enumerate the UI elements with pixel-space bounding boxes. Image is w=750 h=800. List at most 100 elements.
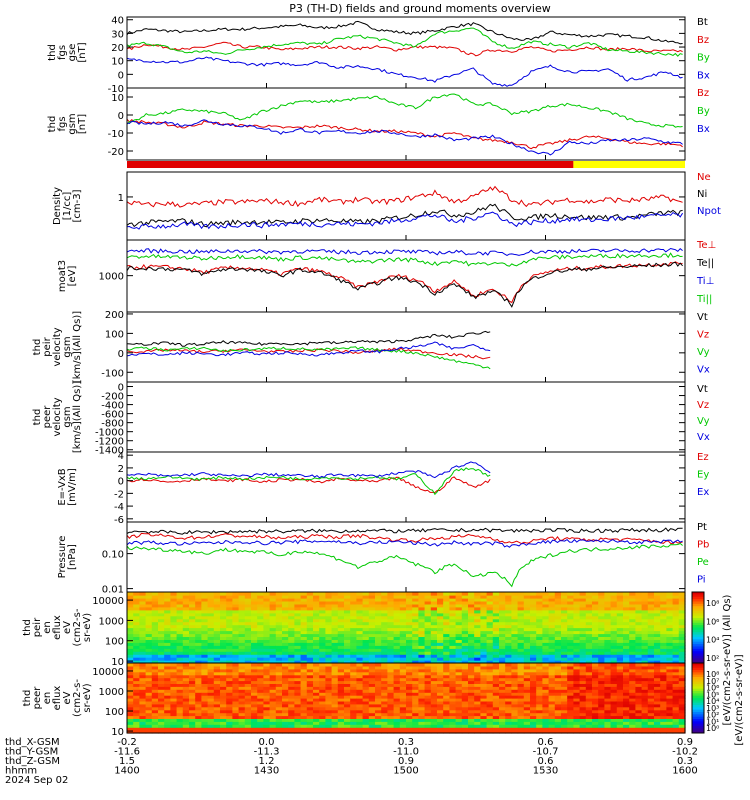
spectrogram-cell: [350, 609, 357, 614]
spectrogram-cell: [350, 683, 357, 687]
spectrogram-cell: [306, 633, 314, 637]
spectrogram-cell: [282, 698, 289, 702]
spectrogram-cell: [486, 680, 494, 684]
spectrogram-cell: [666, 609, 674, 614]
spectrogram-cell: [585, 683, 593, 687]
spectrogram-cell: [641, 592, 649, 596]
spectrogram-cell: [517, 660, 525, 664]
spectrogram-cell: [381, 663, 388, 667]
spectrogram-cell: [635, 615, 643, 620]
spectrogram-cell: [647, 657, 655, 661]
spectrogram-cell: [561, 700, 568, 705]
spectrogram-cell: [257, 692, 264, 696]
spectrogram-cell: [474, 706, 481, 711]
spectrogram-cell: [412, 680, 419, 684]
spectrogram-cell: [672, 654, 680, 658]
spectrogram-cell: [424, 730, 432, 734]
spectrogram-cell: [313, 695, 320, 699]
spectrogram-cell: [220, 609, 227, 614]
spectrogram-cell: [201, 651, 209, 655]
spectrogram-cell: [561, 648, 568, 652]
spectrogram-cell: [244, 595, 252, 599]
spectrogram-cell: [145, 692, 153, 696]
spectrogram-cell: [561, 639, 568, 643]
spectrogram-cell: [406, 597, 413, 602]
spectrogram-cell: [362, 689, 370, 693]
x-tick-label: -11.3: [254, 747, 280, 758]
spectrogram-cell: [325, 615, 333, 620]
spectrogram-cell: [325, 724, 333, 728]
panel-frame: [126, 16, 686, 89]
spectrogram-cell: [536, 674, 543, 679]
spectrogram-cell: [635, 633, 643, 637]
series-line-Te||: [126, 261, 683, 308]
spectrogram-cell: [344, 597, 351, 602]
spectrogram-cell: [616, 709, 624, 714]
spectrogram-cell: [288, 639, 295, 643]
spectrogram-cell: [300, 645, 308, 649]
legend-Vy: Vy: [697, 347, 710, 358]
spectrogram-cell: [654, 715, 661, 719]
spectrogram-cell: [220, 680, 227, 684]
spectrogram-cell: [629, 624, 636, 629]
spectrogram-cell: [213, 615, 221, 620]
spectrogram-cell: [375, 724, 382, 728]
spectrogram-cell: [375, 709, 382, 714]
spectrogram-cell: [232, 636, 240, 640]
spectrogram-cell: [561, 621, 568, 626]
spectrogram-cell: [207, 595, 215, 599]
spectrogram-cell: [170, 671, 178, 676]
spectrogram-cell: [139, 618, 147, 623]
spectrogram-cell: [598, 686, 605, 690]
spectrogram-cell: [592, 603, 599, 608]
spectrogram-cell: [647, 651, 655, 655]
spectrogram-cell: [480, 621, 488, 626]
spectrogram-cell: [313, 724, 320, 728]
spectrogram-cell: [561, 724, 568, 728]
spectrogram-cell: [294, 592, 302, 596]
spectrogram-cell: [164, 642, 171, 646]
spectrogram-cell: [567, 642, 574, 646]
spectrogram-cell: [244, 660, 252, 664]
spectrogram-cell: [480, 698, 488, 702]
spectrogram-cell: [195, 695, 202, 699]
spectrogram-cell: [561, 654, 568, 658]
spectrogram-cell: [275, 700, 283, 705]
spectrogram-cell: [635, 712, 643, 717]
spectrogram-cell: [678, 703, 686, 708]
spectrogram-cell: [294, 648, 302, 652]
spectrogram-cell: [362, 721, 370, 725]
spectrogram-cell: [511, 612, 519, 617]
spectrogram-cell: [505, 657, 512, 661]
spectrogram-cell: [201, 686, 209, 690]
spectrogram-cell: [232, 674, 240, 679]
spectrogram-cell: [337, 615, 345, 620]
spectrogram-cell: [356, 677, 364, 682]
spectrogram-cell: [623, 683, 630, 687]
spectrogram-cell: [406, 592, 413, 596]
spectrogram-cell: [542, 677, 550, 682]
spectrogram-cell: [362, 654, 370, 658]
spectrogram-cell: [461, 718, 469, 722]
spectrogram-cell: [213, 727, 221, 731]
spectrogram-cell: [523, 686, 531, 690]
spectrogram-cell: [257, 674, 264, 679]
spectrogram-cell: [604, 700, 612, 705]
spectrogram-cell: [554, 668, 562, 673]
spectrogram-cell: [474, 636, 481, 640]
spectrogram-cell: [151, 695, 159, 699]
spectrogram-cell: [387, 660, 395, 664]
spectrogram-cell: [350, 651, 357, 655]
spectrogram-cell: [207, 615, 215, 620]
spectrogram-cell: [418, 663, 426, 667]
spectrogram-cell: [598, 657, 605, 661]
spectrogram-cell: [337, 642, 345, 646]
spectrogram-cell: [505, 718, 512, 722]
spectrogram-cell: [412, 600, 419, 605]
spectrogram-cell: [579, 703, 587, 708]
spectrogram-cell: [127, 654, 134, 658]
spectrogram-cell: [399, 639, 407, 643]
spectrogram-cell: [486, 730, 494, 734]
spectrogram-cell: [350, 680, 357, 684]
spectrogram-cell: [158, 600, 165, 605]
